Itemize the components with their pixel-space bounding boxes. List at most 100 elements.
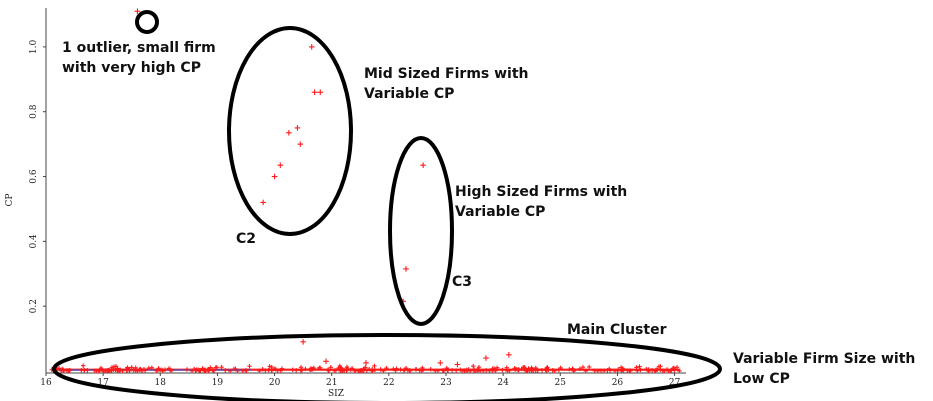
cluster-point: [530, 367, 535, 372]
cluster-point: [493, 368, 498, 374]
cluster-point: [157, 367, 163, 373]
cluster-point: [656, 364, 662, 369]
cluster-point: [458, 367, 463, 372]
y-axis-label: CP: [5, 194, 15, 207]
cluster-point: [160, 368, 166, 374]
cluster-point: [80, 363, 86, 368]
data-point: [286, 129, 292, 136]
data-point: [363, 360, 369, 366]
x-tick-label: 26: [612, 378, 624, 388]
cluster-point: [420, 365, 425, 371]
cluster-point: [405, 367, 410, 373]
cluster-point: [166, 366, 172, 371]
cluster-point: [543, 367, 548, 373]
cluster-point: [208, 365, 213, 370]
cluster-point: [168, 368, 174, 374]
cluster-point: [526, 366, 531, 371]
cluster-point: [471, 363, 476, 369]
data-point: [483, 355, 489, 361]
cluster-point: [97, 368, 102, 374]
cluster-point: [149, 365, 155, 370]
cluster-point: [317, 365, 323, 370]
cluster-point: [366, 366, 372, 372]
cluster-point: [674, 365, 680, 370]
cluster-point: [637, 364, 642, 369]
data-point: [311, 89, 318, 96]
cluster-point: [294, 368, 299, 373]
cluster-point: [117, 367, 123, 373]
cluster-point: [352, 368, 358, 374]
data-point: [437, 360, 444, 366]
cluster-point: [428, 367, 433, 372]
cluster-point: [139, 368, 145, 373]
cluster-point: [191, 366, 197, 372]
x-tick-label: 22: [383, 378, 394, 388]
x-tick-label: 23: [440, 378, 452, 388]
x-tick-label: 20: [269, 378, 281, 388]
cluster-point: [583, 368, 588, 374]
data-point: [297, 141, 304, 147]
cluster-point: [162, 367, 168, 372]
cluster-point: [393, 368, 398, 373]
cluster-point: [372, 367, 378, 373]
cluster-point: [634, 365, 639, 370]
annotation-c3: C3: [452, 274, 472, 290]
cluster-point: [211, 368, 217, 373]
data-point: [260, 199, 266, 206]
x-tick-label: 18: [155, 378, 167, 388]
cluster-point: [343, 366, 349, 372]
cluster-point: [662, 368, 667, 374]
cluster-point: [627, 368, 632, 373]
data-point: [294, 125, 301, 131]
data-point: [271, 173, 278, 180]
annotation-c2: C2: [236, 231, 256, 247]
cluster-point: [133, 367, 138, 372]
c3-ellipse: [388, 136, 454, 326]
annotation-main: Main Cluster: [567, 322, 667, 338]
cluster-point: [378, 367, 383, 372]
annotations: 1 outlier, small firm with very high CP Mi…: [62, 40, 915, 387]
cluster-point: [449, 368, 455, 373]
x-tick-label: 27: [669, 378, 681, 388]
cluster-point: [401, 368, 407, 373]
cluster-point: [487, 368, 492, 374]
cluster-point: [202, 367, 207, 373]
cluster-point: [227, 368, 233, 374]
cluster-point: [619, 368, 624, 373]
cluster-point: [524, 368, 530, 374]
x-axis-label: SIZ: [328, 389, 344, 399]
cluster-point: [364, 368, 370, 373]
cluster-point: [332, 368, 338, 373]
cluster-point: [328, 365, 334, 370]
y-tick-label: 0.4: [29, 234, 39, 249]
cluster-point: [505, 368, 510, 374]
cluster-point: [607, 368, 613, 373]
cluster-point: [476, 364, 482, 370]
main-cluster-points: [49, 363, 682, 374]
cluster-point: [326, 368, 331, 373]
cluster-point: [219, 364, 224, 370]
cluster-point: [670, 366, 676, 371]
x-tick-label: 25: [555, 378, 567, 388]
cluster-point: [445, 367, 450, 373]
data-point: [277, 162, 284, 168]
main-cluster-ellipse: [52, 333, 722, 401]
annotation-variable: Variable Firm Size with Low CP: [733, 351, 915, 387]
cluster-point: [473, 368, 478, 373]
cluster-point: [223, 368, 228, 373]
cluster-ellipses: [52, 10, 722, 401]
cluster-point: [115, 366, 120, 371]
cluster-point: [398, 367, 403, 372]
y-tick-label: 0.2: [29, 299, 39, 313]
cluster-point: [453, 368, 459, 373]
cluster-point: [235, 368, 240, 374]
cluster-point: [638, 367, 643, 373]
cluster-point: [512, 366, 517, 371]
x-tick-label: 17: [97, 378, 109, 388]
cluster-point: [570, 367, 576, 372]
data-point: [506, 351, 512, 358]
cluster-point: [267, 364, 272, 369]
cluster-point: [616, 367, 621, 372]
x-tick-label: 24: [497, 378, 509, 388]
